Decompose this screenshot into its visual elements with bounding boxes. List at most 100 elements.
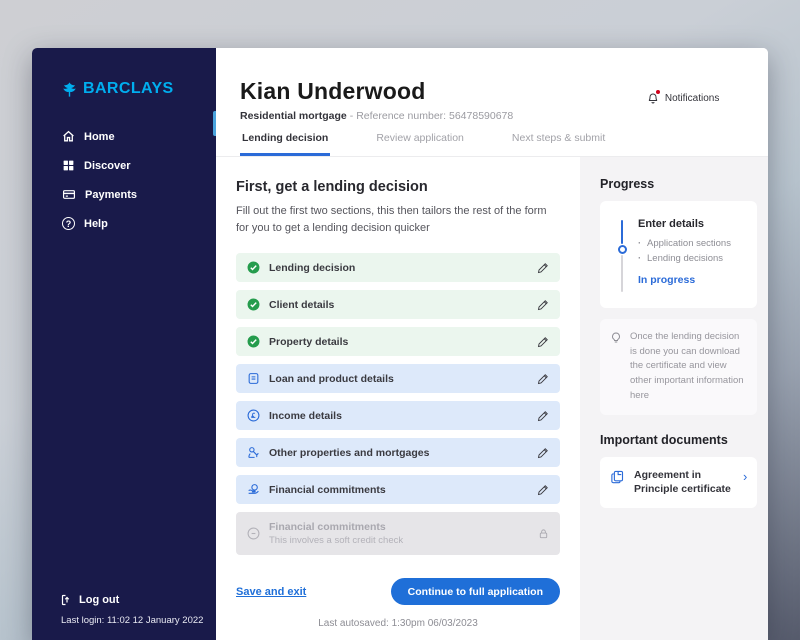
- sidebar-item-label: Help: [84, 217, 108, 230]
- sidebar-nav: Home Discover Payments ? Help: [32, 122, 216, 238]
- progress-timeline: [610, 218, 634, 292]
- tip-card: Once the lending decision is done you ca…: [600, 319, 758, 415]
- help-icon: ?: [62, 217, 75, 230]
- chevron-right-icon[interactable]: ›: [743, 468, 748, 484]
- content-area: Kian Underwood Residential mortgage - Ref…: [216, 48, 768, 640]
- notifications-button[interactable]: Notifications: [647, 90, 720, 105]
- body: First, get a lending decision Fill out t…: [216, 157, 768, 640]
- sidebar-item-label: Home: [84, 130, 115, 143]
- locked-row-text: Financial commitments This involves a so…: [269, 521, 403, 546]
- sidebar-footer: Log out Last login: 11:02 12 January 202…: [32, 594, 216, 640]
- sidebar-item-label: Discover: [84, 159, 131, 172]
- page-title: Kian Underwood: [240, 78, 426, 104]
- progress-panel: Progress Enter details Application secti…: [580, 157, 768, 640]
- coins-icon: [248, 484, 259, 494]
- row-label: Income details: [269, 409, 342, 422]
- sidebar: BARCLAYS Home Discover Payments ? Help: [32, 48, 216, 640]
- logout-icon: [61, 594, 70, 606]
- pending-circle-icon: [247, 527, 260, 540]
- sidebar-item-payments[interactable]: Payments: [32, 180, 216, 209]
- row-label: Lending decision: [269, 261, 356, 274]
- tab-bar: Lending decision Review application Next…: [240, 132, 607, 156]
- timeline-current-dot: [617, 245, 627, 254]
- progress-heading: Progress: [600, 177, 655, 191]
- bell-icon: [647, 90, 660, 105]
- page-subtitle: Residential mortgage - Reference number: …: [240, 110, 768, 122]
- edit-pencil-icon[interactable]: [537, 373, 549, 385]
- section-row-lending-decision[interactable]: Lending decision: [236, 253, 560, 283]
- check-circle-icon: [247, 335, 260, 348]
- lightbulb-icon: [612, 332, 620, 343]
- row-label: Other properties and mortgages: [269, 446, 430, 459]
- important-documents-heading: Important documents: [600, 432, 728, 447]
- step-bullet: Lending decisions: [638, 253, 731, 264]
- section-row-loan-product[interactable]: Loan and product details: [236, 364, 560, 394]
- check-circle-icon: [247, 261, 260, 274]
- home-icon: [63, 130, 74, 142]
- section-row-financial-commitments[interactable]: Financial commitments: [236, 475, 560, 505]
- section-row-other-properties[interactable]: Other properties and mortgages: [236, 438, 560, 468]
- section-title: First, get a lending decision: [236, 179, 428, 195]
- tab-lending-decision[interactable]: Lending decision: [240, 132, 331, 156]
- timeline-segment-remaining: [621, 255, 623, 292]
- document-card-aip-certificate[interactable]: Agreement in Principle certificate ›: [600, 456, 758, 508]
- edit-pencil-icon[interactable]: [537, 299, 549, 311]
- row-sublabel: This involves a soft credit check: [269, 535, 404, 547]
- timeline-segment-done: [620, 220, 624, 244]
- document-copy-icon: [611, 470, 624, 483]
- row-label: Financial commitments: [269, 521, 386, 534]
- sidebar-item-help[interactable]: ? Help: [32, 209, 216, 238]
- check-circle-icon: [247, 298, 260, 311]
- app-window: BARCLAYS Home Discover Payments ? Help: [32, 48, 768, 640]
- row-label: Loan and product details: [269, 372, 394, 385]
- logout-label: Log out: [79, 594, 120, 606]
- edit-pencil-icon[interactable]: [537, 410, 549, 422]
- lock-icon: [538, 528, 549, 540]
- pound-icon: [247, 409, 260, 422]
- edit-pencil-icon[interactable]: [537, 484, 549, 496]
- logo-wordmark: BARCLAYS: [83, 80, 174, 97]
- step-status: In progress: [638, 274, 696, 286]
- edit-pencil-icon[interactable]: [537, 447, 549, 459]
- barclays-logo: BARCLAYS: [61, 80, 216, 98]
- reference-number: - Reference number: 56478590678: [349, 110, 514, 122]
- autosave-status: Last autosaved: 1:30pm 06/03/2023: [318, 618, 478, 630]
- barclays-eagle-icon: [63, 81, 76, 97]
- row-label: Financial commitments: [269, 483, 386, 496]
- edit-pencil-icon[interactable]: [537, 262, 549, 274]
- main-content: First, get a lending decision Fill out t…: [216, 157, 580, 640]
- mortgage-type-label: Residential mortgage: [240, 110, 347, 122]
- tip-text: Once the lending decision is done you ca…: [630, 331, 744, 401]
- last-login-text: Last login: 11:02 12 January 2022: [61, 615, 204, 626]
- section-row-income-details[interactable]: Income details: [236, 401, 560, 431]
- continue-button[interactable]: Continue to full application: [390, 578, 560, 606]
- footer-actions: Save and exit Continue to full applicati…: [236, 578, 560, 606]
- section-row-financial-commitments-locked: Financial commitments This involves a so…: [236, 512, 560, 556]
- progress-card: Enter details Application sections Lendi…: [600, 201, 758, 308]
- step-bullets: Application sections Lending decisions: [638, 238, 731, 264]
- page-header: Kian Underwood Residential mortgage - Ref…: [216, 48, 768, 157]
- sidebar-item-label: Payments: [85, 188, 137, 201]
- progress-step: Enter details Application sections Lendi…: [634, 218, 731, 292]
- sidebar-item-home[interactable]: Home: [32, 122, 216, 151]
- step-title: Enter details: [638, 218, 705, 230]
- edit-pencil-icon[interactable]: [537, 336, 549, 348]
- notification-dot: [655, 90, 660, 94]
- grid-icon: [63, 160, 74, 171]
- notifications-label: Notifications: [664, 93, 720, 104]
- card-icon: [62, 190, 76, 199]
- section-row-client-details[interactable]: Client details: [236, 290, 560, 320]
- properties-key-icon: [248, 447, 259, 459]
- tab-review-application[interactable]: Review application: [376, 132, 464, 144]
- section-description: Fill out the first two sections, this th…: [236, 205, 547, 235]
- tab-next-steps[interactable]: Next steps & submit: [511, 132, 606, 144]
- logout-button[interactable]: Log out: [61, 594, 204, 606]
- save-and-exit-link[interactable]: Save and exit: [236, 585, 307, 598]
- document-label: Agreement in Principle certificate: [634, 468, 731, 496]
- section-row-property-details[interactable]: Property details: [236, 327, 560, 357]
- sidebar-item-discover[interactable]: Discover: [32, 151, 216, 180]
- active-nav-indicator: [213, 111, 216, 136]
- step-bullet: Application sections: [638, 238, 731, 249]
- row-label: Client details: [269, 298, 335, 311]
